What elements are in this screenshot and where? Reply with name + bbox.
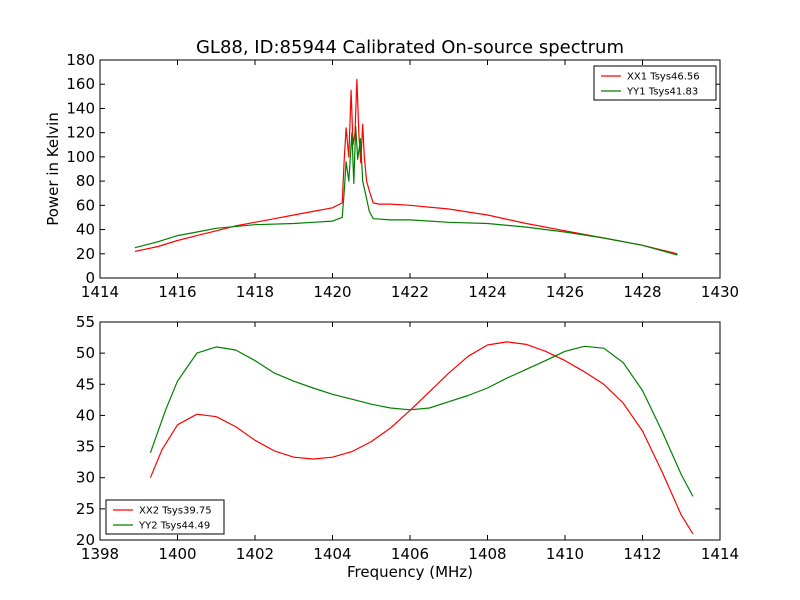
top-plot-panel: Power in Kelvin 1414 1416 1418 1420 1422 1424… <box>44 51 739 301</box>
bottom-y-tick-label: 25 <box>76 500 95 518</box>
bottom-x-tick-label: 1412 <box>623 545 661 563</box>
top-legend <box>593 65 717 101</box>
top-series-line-1 <box>134 78 678 255</box>
bottom-x-axis-label: Frequency (MHz) <box>347 563 473 581</box>
top-x-tick-label: 1418 <box>236 283 274 301</box>
chart-title: GL88, ID:85944 Calibrated On-source spec… <box>196 37 624 58</box>
top-y-tick-label: 160 <box>66 75 95 93</box>
top-y-tick-label: 100 <box>66 148 95 166</box>
top-x-tick-label: 1428 <box>623 283 661 301</box>
bottom-y-tick-label: 50 <box>76 344 95 362</box>
bottom-legend <box>105 499 225 535</box>
top-x-tick-label: 1426 <box>546 283 584 301</box>
top-x-tick-label: 1422 <box>391 283 429 301</box>
top-x-tick-label: 1416 <box>158 283 196 301</box>
bottom-legend-label-1: XX2 Tsys39.75 <box>139 506 212 517</box>
bottom-y-tick-label: 30 <box>76 469 95 487</box>
top-y-tick-label: 20 <box>76 245 95 263</box>
bottom-y-tick-label: 20 <box>76 531 95 549</box>
bottom-plot-panel: Frequency (MHz) 1398 1400 1402 1404 1406 1408… <box>76 313 739 581</box>
top-y-tick-label: 180 <box>66 51 95 69</box>
top-x-tick-label: 1430 <box>701 283 739 301</box>
top-x-tick-label: 1414 <box>81 283 119 301</box>
top-y-tick-label: 60 <box>76 196 95 214</box>
bottom-x-tick-label: 1402 <box>236 545 274 563</box>
bottom-series-line-2 <box>149 345 694 497</box>
bottom-series-line-1 <box>149 341 694 535</box>
bottom-x-tick-label: 1414 <box>701 545 739 563</box>
bottom-x-tick-label: 1400 <box>158 545 196 563</box>
bottom-x-tick-label: 1410 <box>546 545 584 563</box>
bottom-x-tick-label: 1398 <box>81 545 119 563</box>
bottom-legend-label-2: YY2 Tsys44.49 <box>138 521 210 532</box>
bottom-y-tick-label: 35 <box>76 438 95 456</box>
top-y-tick-label: 80 <box>76 172 95 190</box>
bottom-x-tick-label: 1406 <box>391 545 429 563</box>
top-y-tick-label: 40 <box>76 221 95 239</box>
top-legend-label-2: YY1 Tsys41.83 <box>626 87 698 98</box>
top-y-tick-label: 120 <box>66 124 95 142</box>
top-x-tick-label: 1424 <box>468 283 506 301</box>
top-series-line-2 <box>134 126 678 256</box>
top-y-tick-label: 140 <box>66 99 95 117</box>
bottom-x-tick-label: 1404 <box>313 545 351 563</box>
top-y-axis-label: Power in Kelvin <box>44 112 62 226</box>
top-x-tick-label: 1420 <box>313 283 351 301</box>
bottom-y-tick-label: 45 <box>76 375 95 393</box>
bottom-y-tick-label: 55 <box>76 313 95 331</box>
bottom-x-tick-label: 1408 <box>468 545 506 563</box>
top-y-tick-label: 0 <box>85 269 95 287</box>
bottom-y-tick-label: 40 <box>76 406 95 424</box>
top-legend-label-1: XX1 Tsys46.56 <box>627 72 700 83</box>
